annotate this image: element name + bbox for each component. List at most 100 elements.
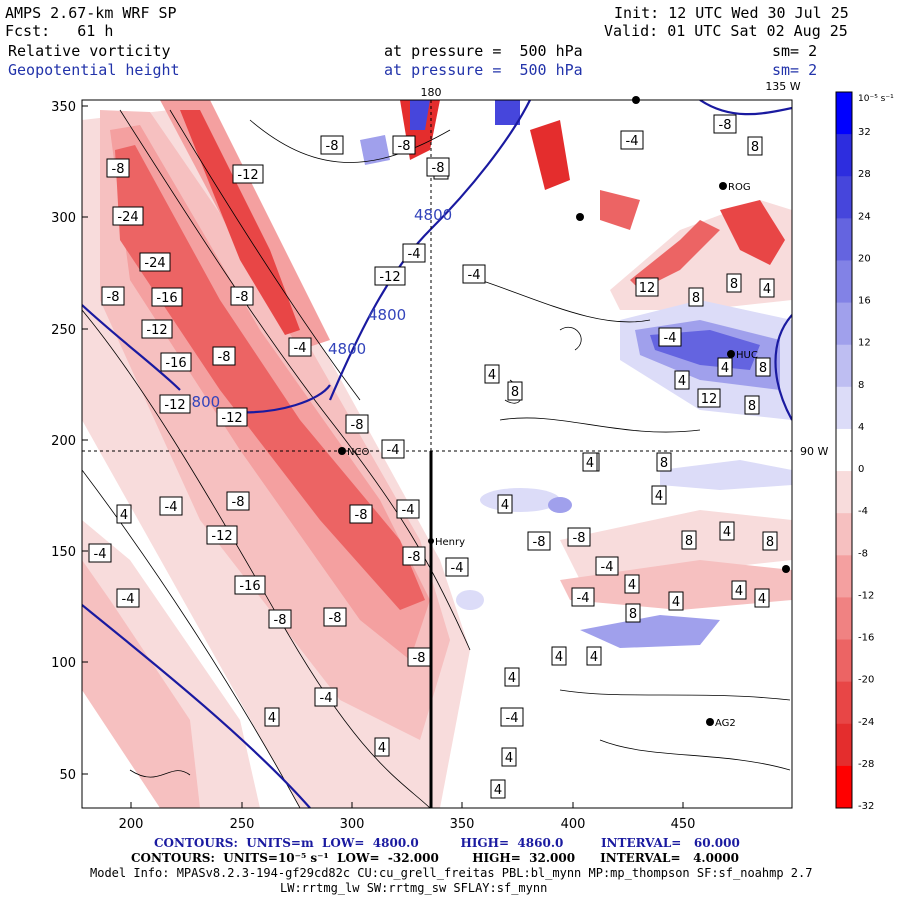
vorticity-label-box: [497, 494, 513, 514]
vorticity-label: -12: [221, 411, 242, 426]
vorticity-label-box: [268, 609, 292, 629]
field1-name: Relative vorticity: [8, 42, 171, 60]
station-markers: NCO Henry HUC ROG AG2: [338, 96, 790, 729]
colorbar-label: 24: [858, 211, 871, 222]
vorticity-label-box: [567, 527, 591, 547]
height-line-east: [328, 100, 531, 401]
field1-smoothing: sm= 2: [772, 42, 818, 60]
pos-top-1: [360, 135, 390, 165]
vorticity-label-box: [234, 575, 266, 595]
longitude-label-180: 180: [421, 86, 442, 99]
pos-top-3: [495, 100, 520, 125]
vorticity-label-box: [160, 352, 192, 372]
vorticity-label: 4: [378, 741, 386, 756]
colorbar-swatch: [836, 723, 852, 767]
vorticity-label: 8: [748, 399, 756, 414]
vorticity-label-box: [504, 667, 520, 687]
vorticity-label: 8: [511, 385, 519, 400]
vorticity-label-box: [320, 135, 344, 155]
vorticity-label-box: [635, 277, 659, 297]
height-labels: 4800 4800 4800 4800: [182, 206, 452, 411]
vorticity-label-box: [500, 707, 524, 727]
height-label: 4800: [182, 393, 220, 411]
colorbar-label: -16: [858, 633, 874, 644]
vorticity-label-box: [674, 370, 690, 390]
vorticity-label-box: [759, 278, 775, 298]
vorticity-label-box: [139, 252, 171, 272]
vorticity-label: -4: [664, 331, 677, 346]
station-label-ag2: AG2: [715, 718, 736, 729]
vorticity-label-box: [101, 286, 125, 306]
vorticity-label: 4: [723, 525, 731, 540]
valid-time: Valid: 01 UTC Sat 02 Aug 25: [604, 22, 848, 40]
vorticity-label-box: [462, 264, 486, 284]
vorticity-label: 8: [766, 535, 774, 550]
colorbar-label: 32: [858, 127, 871, 138]
y-tick-label: 250: [51, 323, 76, 338]
vorticity-label: -24: [144, 256, 165, 271]
vorticity-label-box: [717, 357, 733, 377]
neg-band-core: [115, 145, 425, 610]
vorticity-label-box: [527, 531, 551, 551]
colorbar-swatch: [836, 386, 852, 430]
vorticity-label: -8: [107, 290, 120, 305]
pos-patch-3: [548, 497, 572, 513]
vorticity-label: -4: [408, 247, 421, 262]
station-label-nco: NCO: [347, 447, 369, 458]
x-tick-label: 200: [119, 817, 144, 832]
vorticity-label-box: [112, 206, 144, 226]
vorticity-label: 4: [488, 368, 496, 383]
vorticity-label-box: [323, 607, 347, 627]
vorticity-label-box: [731, 580, 747, 600]
station-nco: [338, 447, 346, 455]
vorticity-label-box: [719, 521, 735, 541]
vorticity-label: -8: [329, 611, 342, 626]
pos-patch-2: [456, 590, 484, 610]
neg-streak-upper-core: [180, 110, 300, 335]
y-tick-label: 350: [51, 100, 76, 115]
y-tick-label: 150: [51, 545, 76, 560]
vorticity-label-box: [681, 530, 697, 550]
neg-band-west-mid: [82, 560, 200, 808]
vorticity-label: -8: [413, 651, 426, 666]
vorticity-label: -8: [719, 118, 732, 133]
colorbar-swatch: [836, 260, 852, 304]
vorticity-label-box: [116, 504, 132, 524]
vorticity-label: 4: [268, 711, 276, 726]
vorticity-label: -8: [218, 350, 231, 365]
x-tick-label: 400: [561, 817, 586, 832]
vorticity-label: 4: [721, 361, 729, 376]
vorticity-label-box: [381, 439, 405, 459]
vorticity-contour-info: CONTOURS: UNITS=10⁻⁵ s⁻¹ LOW= -32.000 HI…: [131, 851, 739, 865]
vorticity-label: -8: [398, 139, 411, 154]
vorticity-label-box: [595, 556, 619, 576]
colorbar-swatch: [836, 471, 852, 514]
colorbar: 32 28 24 20 16 12 8 4 0 -4 -8 -12 -16 -20 -24 -28 -32: [836, 92, 874, 812]
vorticity-label-box: [345, 414, 369, 434]
vorticity-label-box: [232, 164, 264, 184]
vorticity-label: 4: [505, 751, 513, 766]
vorticity-label: -4: [294, 341, 307, 356]
vorticity-label: -8: [533, 535, 546, 550]
vorticity-label-box: [754, 588, 770, 608]
vorticity-label: -8: [326, 139, 339, 154]
vorticity-label-box: [586, 646, 602, 666]
vorticity-label-box: [571, 587, 595, 607]
vorticity-label: 8: [751, 140, 759, 155]
vorticity-label-box: [582, 452, 598, 472]
vorticity-label-box: [264, 707, 280, 727]
vorticity-label: -8: [351, 418, 364, 433]
colorbar-swatch: [836, 765, 852, 809]
station-rog: [719, 182, 727, 190]
vorticity-label-box: [620, 130, 644, 150]
vorticity-label: -8: [232, 495, 245, 510]
vorticity-label-box: [314, 687, 338, 707]
colorbar-label: 8: [858, 380, 864, 391]
vorticity-label-box: [658, 327, 682, 347]
colorbar-label: 28: [858, 169, 871, 180]
vorticity-label-box: [374, 266, 406, 286]
vorticity-label: -4: [122, 592, 135, 607]
model-title: AMPS 2.67-km WRF SP: [5, 4, 177, 22]
colorbar-label: -8: [858, 548, 868, 559]
